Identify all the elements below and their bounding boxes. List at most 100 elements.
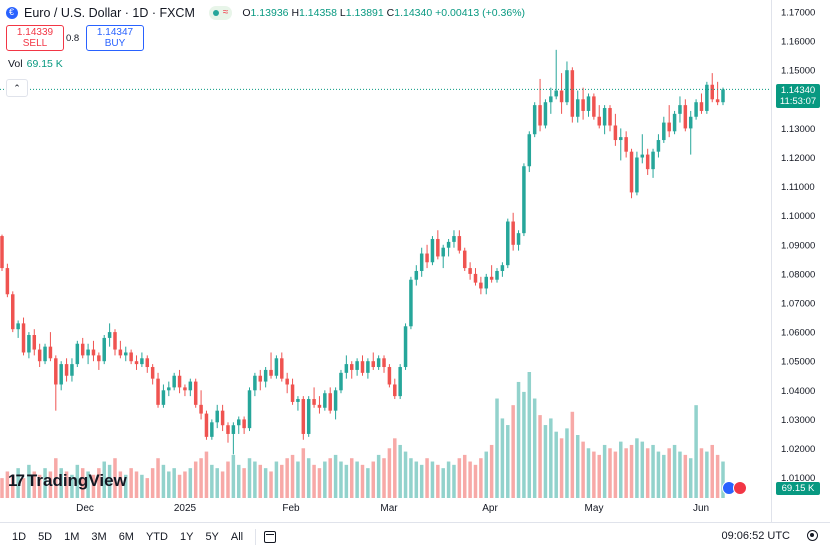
- volume-bar: [177, 474, 182, 498]
- candle-body: [102, 337, 106, 362]
- candle-body: [457, 236, 462, 251]
- volume-bar: [64, 471, 69, 498]
- volume-bar: [635, 438, 639, 498]
- candle-body: [430, 238, 435, 263]
- volume-bar: [258, 464, 263, 498]
- volume-bar: [586, 448, 591, 498]
- candle-body: [710, 84, 714, 100]
- candle-body: [640, 154, 645, 158]
- candle-body: [538, 105, 542, 126]
- candle-body: [425, 253, 429, 263]
- market-status-pill[interactable]: ≈: [208, 6, 233, 20]
- collapse-chevron-icon[interactable]: ⌃: [6, 79, 28, 97]
- buy-label: BUY: [104, 38, 126, 49]
- volume-bar: [75, 464, 80, 498]
- volume-bar: [21, 478, 26, 498]
- range-5d[interactable]: 5D: [38, 531, 53, 543]
- calendar-icon[interactable]: [264, 531, 277, 543]
- y-tick-label: 1.04000: [781, 386, 815, 397]
- volume-bar: [430, 461, 435, 498]
- volume-bar: [403, 451, 408, 498]
- volume-bar: [102, 461, 106, 498]
- range-all[interactable]: All: [230, 531, 244, 543]
- last-price: 1.14340: [780, 85, 816, 96]
- volume-bar: [107, 464, 112, 498]
- range-1m[interactable]: 1M: [64, 531, 80, 543]
- volume-bar: [565, 428, 569, 498]
- range-1d[interactable]: 1D: [12, 531, 27, 543]
- volume-bar: [495, 398, 499, 498]
- volume-bar: [667, 448, 671, 498]
- candle-body: [253, 375, 257, 391]
- sell-price: 1.14339: [16, 27, 54, 38]
- candle-body: [393, 384, 397, 397]
- range-1y[interactable]: 1Y: [179, 531, 194, 543]
- candle-body: [59, 364, 63, 385]
- volume-bar: [516, 381, 521, 498]
- volume-bar: [538, 415, 542, 498]
- candle-body: [645, 154, 650, 170]
- volume-bar: [317, 468, 322, 498]
- candle-body: [5, 268, 10, 295]
- tradingview-wordmark: TradingView: [26, 471, 127, 490]
- candle-body: [602, 108, 607, 126]
- candle-body: [403, 326, 408, 368]
- candle-body: [635, 157, 639, 193]
- volume-bar: [398, 444, 402, 498]
- candle-body: [549, 96, 553, 103]
- candle-body: [156, 378, 160, 405]
- volume-bar: [124, 474, 128, 498]
- volume-bar: [360, 464, 365, 498]
- candle-body: [532, 105, 537, 135]
- volume-bar: [500, 418, 505, 498]
- volume-bar: [328, 458, 332, 498]
- volume-bar: [54, 458, 58, 498]
- symbol-title[interactable]: Euro / U.S. Dollar · 1D · FXCM: [24, 6, 195, 20]
- buy-button[interactable]: 1.14347 BUY: [86, 25, 144, 51]
- volume-bar: [532, 398, 537, 498]
- candle-body: [247, 390, 252, 429]
- close-value: 1.14340: [394, 7, 433, 19]
- candle-body: [226, 425, 230, 434]
- y-tick-label: 1.15000: [781, 66, 815, 77]
- y-tick-label: 1.16000: [781, 37, 815, 48]
- bottom-toolbar: 1D 5D 1M 3M 6M YTD 1Y 5Y All 09:06:52 UT…: [0, 522, 830, 551]
- volume-bar: [306, 458, 311, 498]
- volume-label: Vol: [8, 58, 23, 70]
- candle-body: [161, 390, 166, 405]
- candle-body: [484, 276, 489, 289]
- candle-body: [258, 375, 263, 382]
- candle-body: [495, 270, 499, 280]
- range-ytd[interactable]: YTD: [145, 531, 168, 543]
- x-tick-label: Mar: [380, 503, 398, 514]
- volume-bar: [694, 405, 698, 498]
- candle-body: [543, 102, 548, 126]
- euro-symbol-icon: [6, 7, 18, 19]
- x-tick-label: Apr: [482, 503, 498, 514]
- candle-body: [371, 361, 376, 368]
- candle-body: [210, 422, 214, 437]
- settings-icon[interactable]: [807, 530, 818, 541]
- currency-flags[interactable]: [722, 481, 748, 495]
- range-5y[interactable]: 5Y: [205, 531, 219, 543]
- candle-body: [0, 236, 4, 269]
- volume-bar: [161, 464, 166, 498]
- candle-body: [188, 381, 193, 391]
- candle-body: [705, 84, 709, 111]
- candle-body: [204, 413, 209, 437]
- tradingview-logo[interactable]: 17 TradingView: [8, 471, 127, 491]
- volume-tag: 69.15 K: [776, 482, 820, 495]
- range-6m[interactable]: 6M: [118, 531, 134, 543]
- y-tick-label: 1.13000: [781, 124, 815, 135]
- utc-clock[interactable]: 09:06:52 UTC: [721, 530, 790, 542]
- volume-bar: [479, 458, 483, 498]
- volume-bar: [554, 431, 558, 498]
- candlestick-chart[interactable]: 1.170001.160001.150001.140001.130001.120…: [0, 0, 830, 522]
- candle-body: [118, 349, 123, 356]
- x-tick-label: 2025: [174, 503, 197, 514]
- candle-body: [199, 404, 203, 414]
- sell-button[interactable]: 1.14339 SELL: [6, 25, 64, 51]
- range-3m[interactable]: 3M: [91, 531, 107, 543]
- candle-body: [290, 384, 295, 402]
- volume-bar: [409, 458, 413, 498]
